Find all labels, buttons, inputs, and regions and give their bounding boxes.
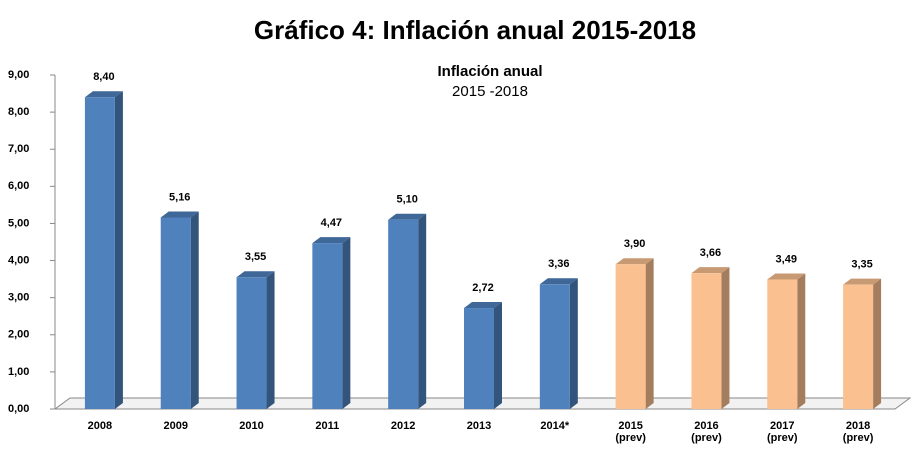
y-tick-label: 7,00 <box>8 143 29 155</box>
y-tick-label: 9,00 <box>8 69 29 81</box>
y-tick-label: 4,00 <box>8 254 29 266</box>
value-label: 2,72 <box>472 282 493 294</box>
bar-top <box>160 211 199 218</box>
bar-top <box>388 213 427 220</box>
bar <box>843 284 874 409</box>
bar-side <box>266 271 275 409</box>
x-tick-label: 2009 <box>163 420 188 432</box>
bar-side <box>418 213 427 409</box>
bar-side <box>114 91 123 410</box>
bar <box>236 277 267 409</box>
y-tick-label: 5,00 <box>8 217 29 229</box>
value-label: 8,40 <box>93 71 114 83</box>
bar <box>160 217 191 409</box>
x-tick-label: 2010 <box>239 420 264 432</box>
y-tick-label: 0,00 <box>8 403 29 415</box>
bar-side <box>797 273 806 409</box>
bar <box>84 97 115 410</box>
x-tick-label: 2016 (prev) <box>691 420 722 444</box>
bar-top <box>539 278 578 285</box>
bar-side <box>342 237 351 409</box>
bar-side <box>190 211 199 409</box>
x-tick-label: 2011 <box>315 420 340 432</box>
bar-side <box>645 258 654 409</box>
bar-top <box>767 273 806 280</box>
y-tick-label: 1,00 <box>8 366 29 378</box>
bar <box>388 219 419 409</box>
bar <box>464 308 494 409</box>
value-label: 3,66 <box>700 247 721 259</box>
bar <box>615 264 646 409</box>
value-label: 5,16 <box>169 191 190 203</box>
bar-top <box>464 302 502 309</box>
bar <box>691 273 722 409</box>
value-label: 3,90 <box>624 238 645 250</box>
x-tick-label: 2018 (prev) <box>842 420 874 444</box>
bar <box>539 284 570 409</box>
value-label: 3,55 <box>245 251 266 263</box>
bar <box>312 243 343 409</box>
bar-side <box>721 267 730 409</box>
value-label: 3,35 <box>851 259 872 271</box>
bar <box>767 279 798 409</box>
chart-subtitle-2: 2015 -2018 <box>452 83 528 100</box>
y-tick-label: 3,00 <box>8 292 29 304</box>
bar-top <box>843 278 882 285</box>
chart-subtitle: Inflación anual <box>437 63 542 80</box>
y-tick-label: 2,00 <box>8 329 29 341</box>
x-tick-label: 2008 <box>87 420 113 432</box>
bar-side <box>873 278 882 409</box>
bar-top <box>615 258 654 265</box>
bar-top <box>84 91 123 98</box>
y-tick-label: 6,00 <box>8 180 29 192</box>
bar-side <box>569 278 578 409</box>
bar-top <box>312 237 351 244</box>
bar-top <box>691 267 730 274</box>
x-tick-label: 2014* <box>540 420 570 432</box>
x-tick-label: 2012 <box>390 420 416 432</box>
bar-side <box>494 302 502 409</box>
y-tick-label: 8,00 <box>8 106 29 118</box>
value-label: 3,49 <box>776 253 797 265</box>
value-label: 4,47 <box>321 217 342 229</box>
value-label: 5,10 <box>396 194 417 206</box>
bar-top <box>236 271 275 278</box>
x-tick-label: 2017 (prev) <box>766 420 798 444</box>
x-tick-label: 2015 (prev) <box>615 420 646 444</box>
value-label: 3,36 <box>548 258 569 270</box>
x-tick-label: 2013 <box>466 420 492 432</box>
chart-title: Gráfico 4: Inflación anual 2015-2018 <box>254 15 696 45</box>
